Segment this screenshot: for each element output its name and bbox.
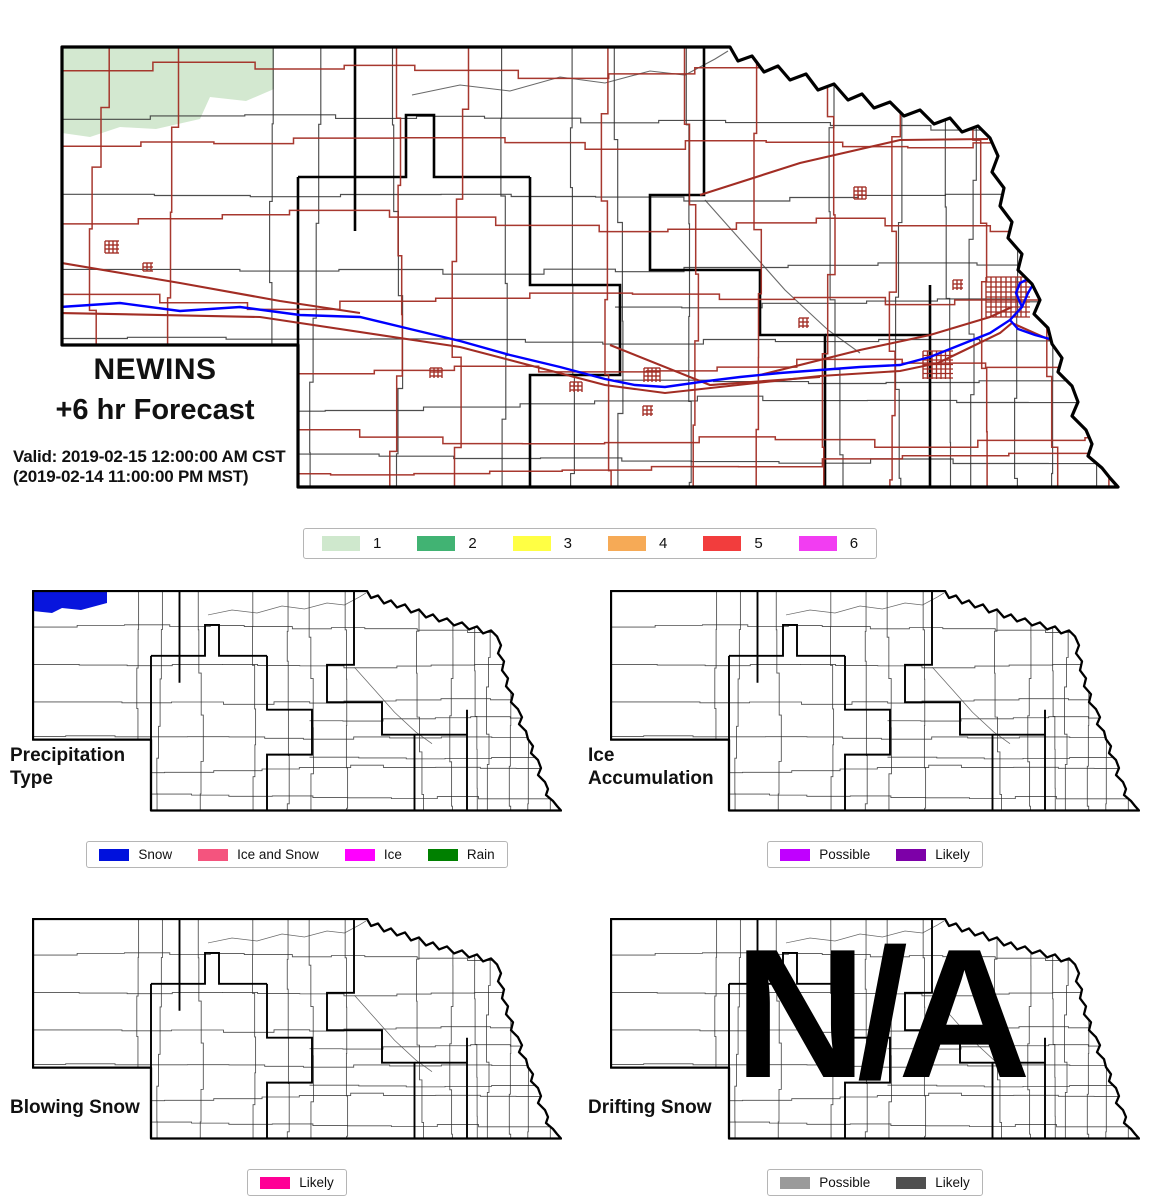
severity-legend-box: 1 2 3 4 5 6 bbox=[302, 528, 878, 559]
valid-time-line2: (2019-02-14 11:00:00 PM MST) bbox=[13, 467, 249, 486]
valid-time-line1: Valid: 2019-02-15 12:00:00 AM CST bbox=[13, 447, 286, 466]
ice-accumulation-map bbox=[610, 590, 1140, 812]
legend-swatch bbox=[99, 848, 130, 861]
legend-swatch bbox=[703, 536, 742, 551]
legend-swatch bbox=[780, 848, 811, 861]
legend-label: Ice and Snow bbox=[237, 847, 319, 862]
product-name: NEWINS bbox=[93, 353, 217, 386]
blowing-snow-map bbox=[32, 918, 562, 1140]
precipitation-type-map bbox=[32, 590, 562, 812]
legend-item: Likely bbox=[896, 847, 970, 862]
legend-item: 3 bbox=[512, 535, 572, 552]
drifting-snow-map bbox=[610, 918, 1140, 1140]
legend-swatch bbox=[417, 536, 456, 551]
precipitation-type-legend: Snow Ice and Snow Ice Rain bbox=[32, 841, 562, 868]
legend-swatch bbox=[780, 1176, 811, 1189]
legend-item: 5 bbox=[703, 535, 763, 552]
forecast-hour-label: +6 hr Forecast bbox=[55, 394, 255, 426]
legend-swatch bbox=[896, 1176, 927, 1189]
legend-item: Possible bbox=[780, 1175, 870, 1190]
legend-item: Possible bbox=[780, 847, 870, 862]
not-available-overlay: N/A bbox=[734, 910, 1031, 1116]
legend-label: Snow bbox=[138, 847, 173, 862]
legend-label: 3 bbox=[563, 535, 572, 552]
legend-swatch bbox=[896, 848, 927, 861]
ice-accumulation-legend: Possible Likely bbox=[610, 841, 1140, 868]
legend-item: Rain bbox=[427, 847, 495, 862]
legend-label: 1 bbox=[372, 535, 382, 552]
legend-item: Ice bbox=[344, 847, 402, 862]
drifting-snow-title: Drifting Snow bbox=[588, 1097, 712, 1118]
legend-swatch bbox=[260, 1176, 291, 1189]
legend-item: 2 bbox=[417, 535, 477, 552]
legend-swatch bbox=[608, 536, 646, 551]
legend-item: 6 bbox=[798, 535, 859, 552]
legend-label: 5 bbox=[754, 535, 763, 552]
legend-label: Possible bbox=[819, 847, 871, 862]
legend-item: Likely bbox=[896, 1175, 970, 1190]
legend-label: Likely bbox=[935, 847, 970, 862]
severity-legend: 1 2 3 4 5 6 bbox=[60, 528, 1120, 559]
blowing-snow-legend: Likely bbox=[32, 1169, 562, 1196]
main-forecast-map bbox=[60, 45, 1120, 490]
ice-accumulation-title: Ice Accumulation bbox=[588, 745, 714, 789]
legend-label: 4 bbox=[659, 535, 668, 552]
blowing-snow-title: Blowing Snow bbox=[10, 1097, 140, 1118]
legend-swatch bbox=[798, 536, 837, 551]
forecast-title: NEWINS +6 hr Forecast bbox=[20, 352, 290, 432]
legend-swatch bbox=[321, 536, 360, 551]
drifting-snow-legend: Possible Likely bbox=[610, 1169, 1140, 1196]
legend-label: Possible bbox=[819, 1175, 871, 1190]
legend-item: Likely bbox=[260, 1175, 334, 1190]
legend-label: Likely bbox=[935, 1175, 970, 1190]
legend-label: 6 bbox=[849, 535, 859, 552]
valid-time-block: Valid: 2019-02-15 12:00:00 AM CST (2019-… bbox=[13, 447, 286, 487]
legend-item: 1 bbox=[321, 535, 382, 552]
legend-label: Rain bbox=[466, 847, 495, 862]
legend-label: 2 bbox=[468, 535, 477, 552]
legend-swatch bbox=[427, 848, 458, 861]
legend-swatch bbox=[198, 848, 229, 861]
legend-item: 4 bbox=[608, 535, 667, 552]
precipitation-type-title: Precipitation Type bbox=[10, 745, 126, 789]
legend-swatch bbox=[344, 848, 375, 861]
legend-item: Ice and Snow bbox=[198, 847, 319, 862]
legend-label: Ice bbox=[383, 847, 402, 862]
legend-label: Likely bbox=[299, 1175, 334, 1190]
legend-swatch bbox=[512, 536, 551, 551]
legend-item: Snow bbox=[99, 847, 172, 862]
